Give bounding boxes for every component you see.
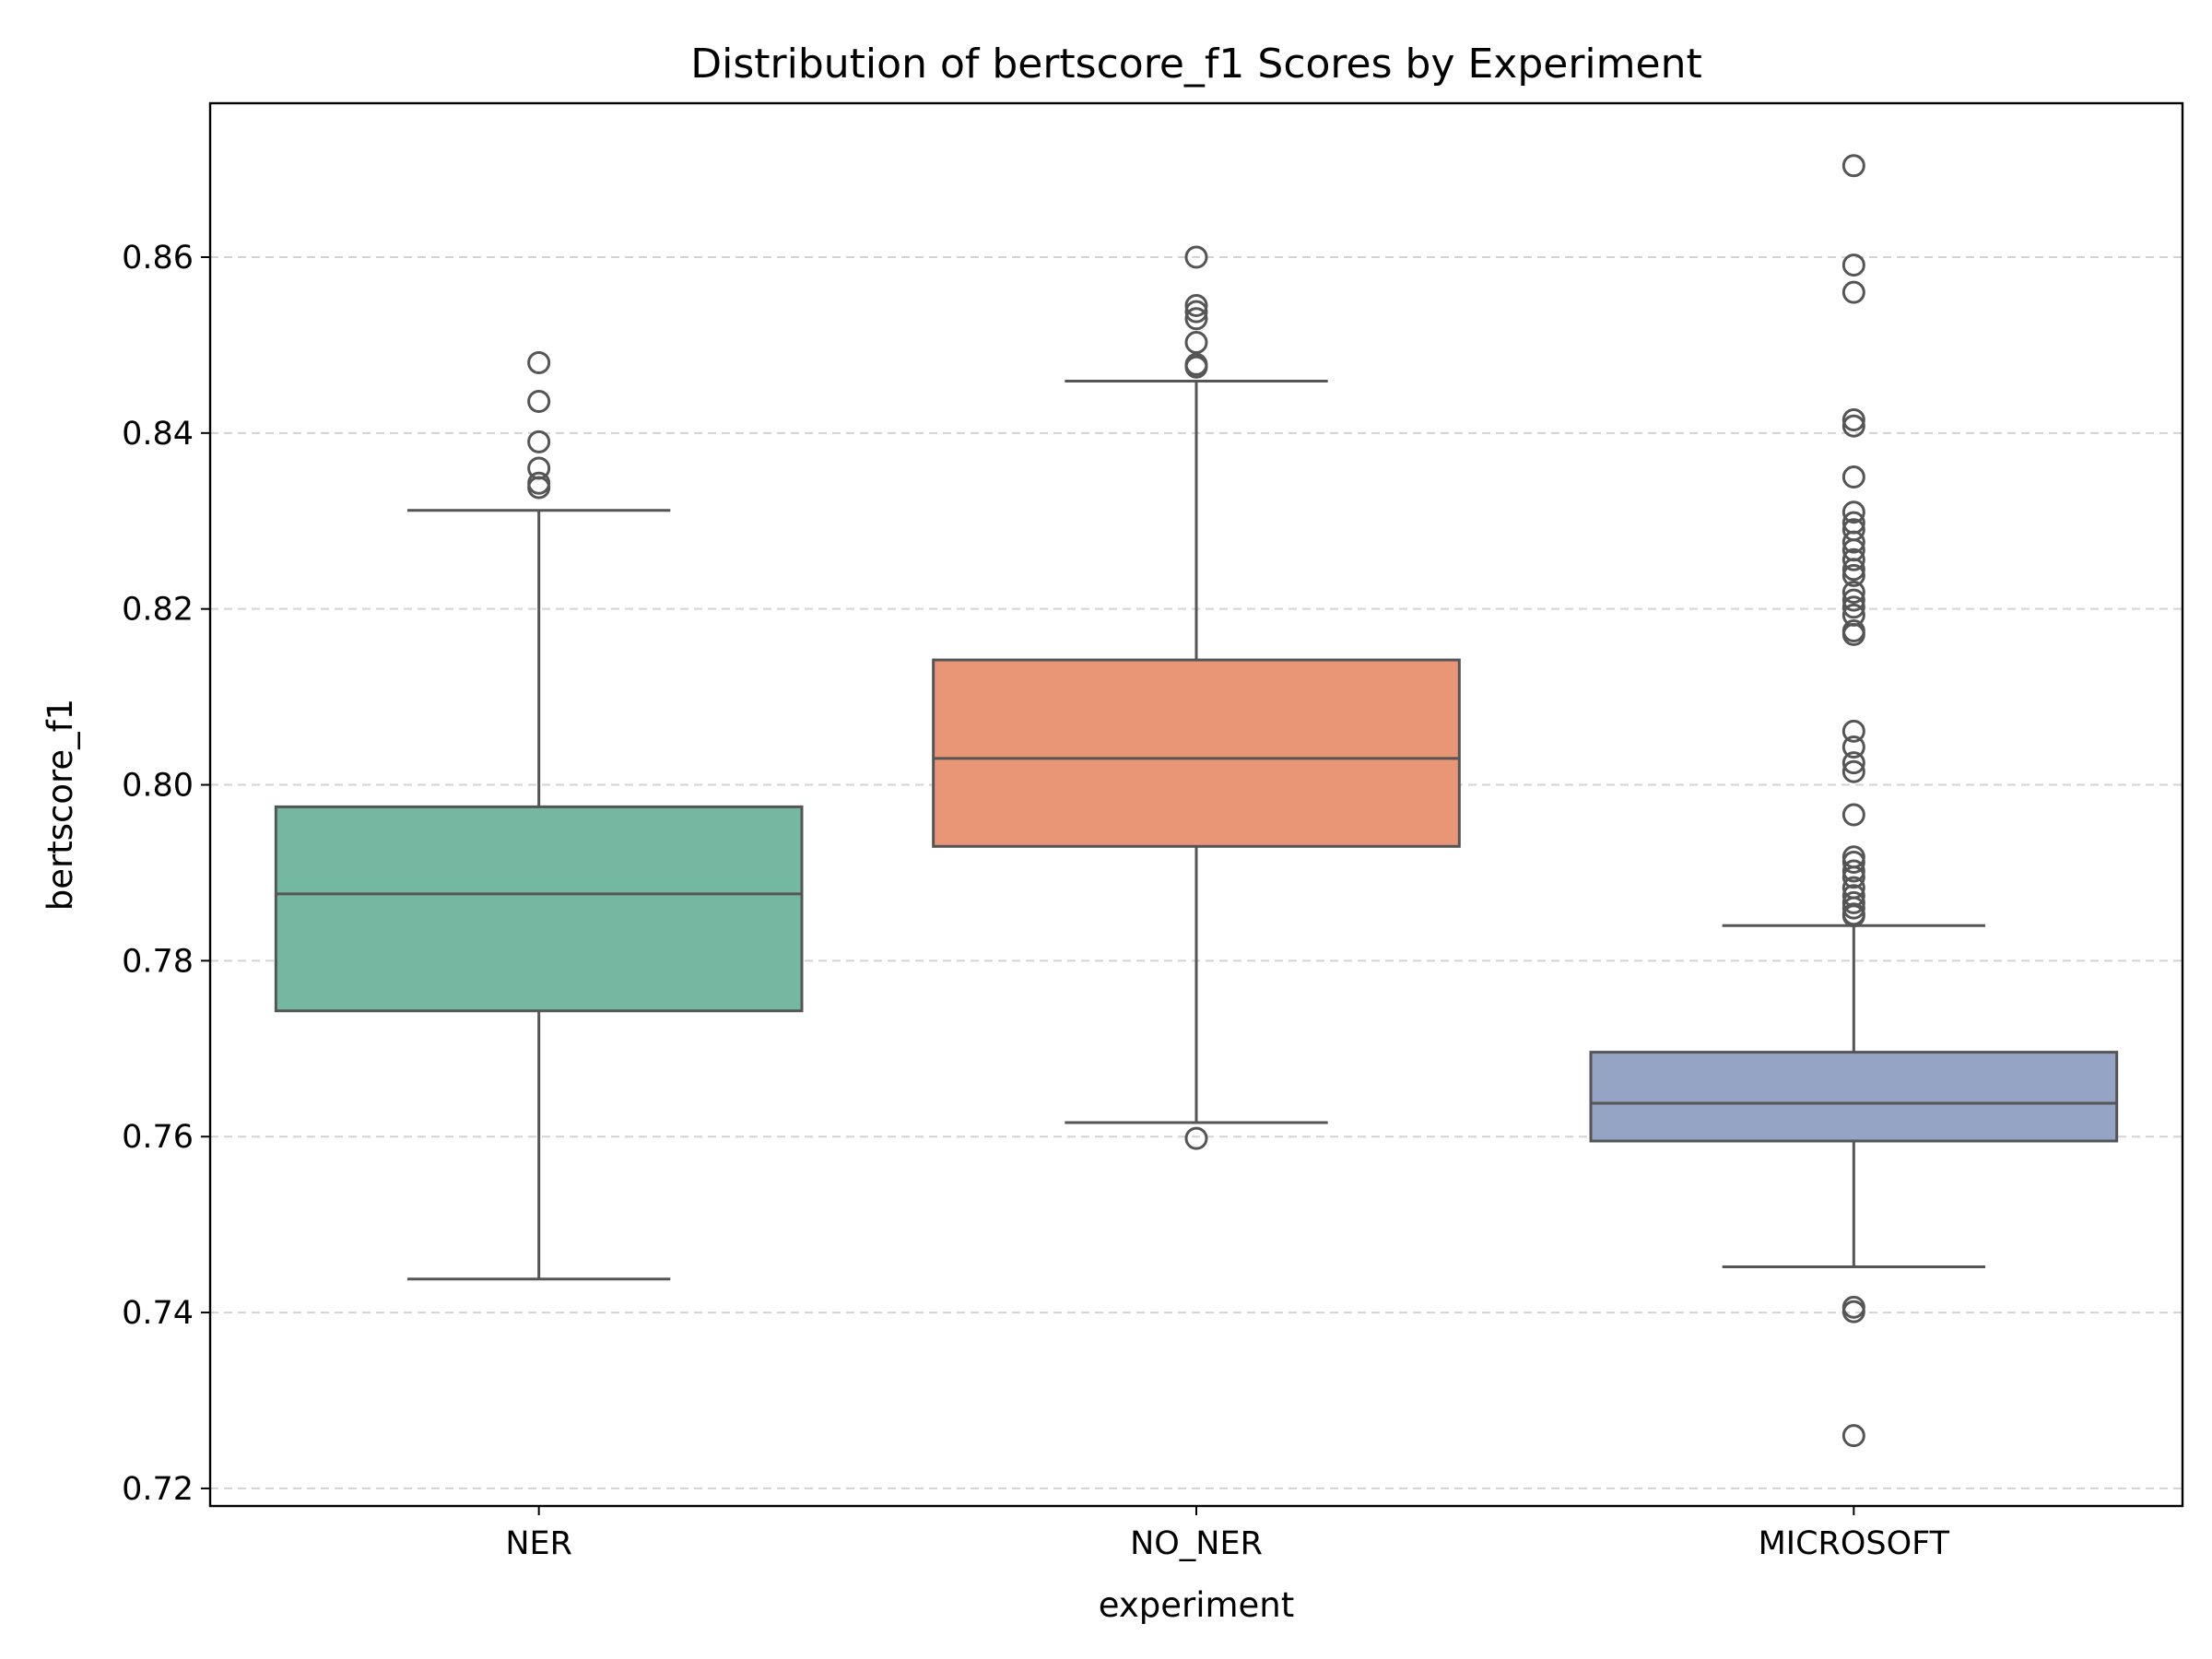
outlier-point bbox=[527, 350, 551, 374]
outlier-point bbox=[1841, 865, 1865, 889]
outlier-point bbox=[1841, 253, 1865, 277]
outlier-point bbox=[1841, 500, 1865, 524]
box-group-no-ner bbox=[932, 245, 1461, 1150]
outlier-point bbox=[1841, 558, 1865, 582]
outlier-point bbox=[1841, 759, 1865, 783]
y-tick-label: 0.82 bbox=[122, 592, 194, 629]
x-tick-label: NO_NER bbox=[1130, 1525, 1263, 1562]
outlier-point bbox=[1841, 588, 1865, 612]
outlier-point bbox=[1841, 408, 1865, 432]
outlier-point bbox=[1841, 622, 1865, 646]
box-group-ner bbox=[274, 350, 804, 1281]
outlier-point bbox=[1184, 293, 1208, 317]
outlier-point bbox=[1841, 751, 1865, 775]
outlier-point bbox=[1841, 1424, 1865, 1448]
outlier-point bbox=[1841, 896, 1865, 920]
outlier-point bbox=[1841, 719, 1865, 743]
outlier-point bbox=[1841, 595, 1865, 619]
outlier-point bbox=[1184, 300, 1208, 324]
y-axis-label: bertscore_f1 bbox=[41, 699, 80, 911]
box-plots bbox=[274, 154, 2119, 1448]
x-tick-label: MICROSOFT bbox=[1759, 1525, 1950, 1562]
y-tick-label: 0.78 bbox=[122, 943, 194, 980]
outlier-point bbox=[1841, 547, 1865, 571]
x-axis: NER NO_NER MICROSOFT bbox=[505, 1506, 1950, 1562]
outlier-point bbox=[1841, 859, 1865, 883]
y-tick-label: 0.86 bbox=[122, 240, 194, 276]
x-axis-label: experiment bbox=[1099, 1585, 1295, 1625]
outlier-point bbox=[1841, 563, 1865, 587]
iqr-box bbox=[932, 658, 1461, 848]
outlier-point bbox=[1841, 735, 1865, 759]
iqr-box bbox=[274, 805, 804, 1013]
outlier-point bbox=[1841, 280, 1865, 304]
outlier-point bbox=[1184, 245, 1208, 269]
outlier-point bbox=[1841, 904, 1865, 928]
box-group-microsoft bbox=[1589, 154, 2119, 1448]
y-axis: 0.72 0.74 0.76 0.78 0.80 0.82 0.84 0.86 bbox=[122, 240, 210, 1508]
outlier-point bbox=[527, 476, 551, 500]
outlier-point bbox=[1184, 355, 1208, 379]
outlier-point bbox=[1841, 154, 1865, 178]
outlier-point bbox=[1841, 414, 1865, 438]
outlier-point bbox=[1841, 803, 1865, 827]
y-tick-label: 0.80 bbox=[122, 768, 194, 805]
outlier-point bbox=[1184, 1126, 1208, 1150]
x-tick-label: NER bbox=[505, 1525, 572, 1562]
y-tick-label: 0.76 bbox=[122, 1119, 194, 1156]
outlier-point bbox=[1184, 331, 1208, 355]
outlier-point bbox=[1841, 851, 1865, 875]
y-tick-label: 0.74 bbox=[122, 1295, 194, 1332]
outlier-point bbox=[527, 429, 551, 453]
outlier-point bbox=[1841, 530, 1865, 554]
outlier-point bbox=[1841, 1300, 1865, 1324]
y-tick-label: 0.84 bbox=[122, 416, 194, 453]
outlier-point bbox=[1841, 465, 1865, 489]
outlier-point bbox=[527, 389, 551, 413]
iqr-box bbox=[1589, 1051, 2119, 1143]
y-tick-label: 0.72 bbox=[122, 1471, 194, 1508]
outlier-point bbox=[1841, 581, 1865, 605]
chart-title: Distribution of bertscore_f1 Scores by E… bbox=[690, 41, 1701, 88]
outlier-point bbox=[1184, 307, 1208, 331]
